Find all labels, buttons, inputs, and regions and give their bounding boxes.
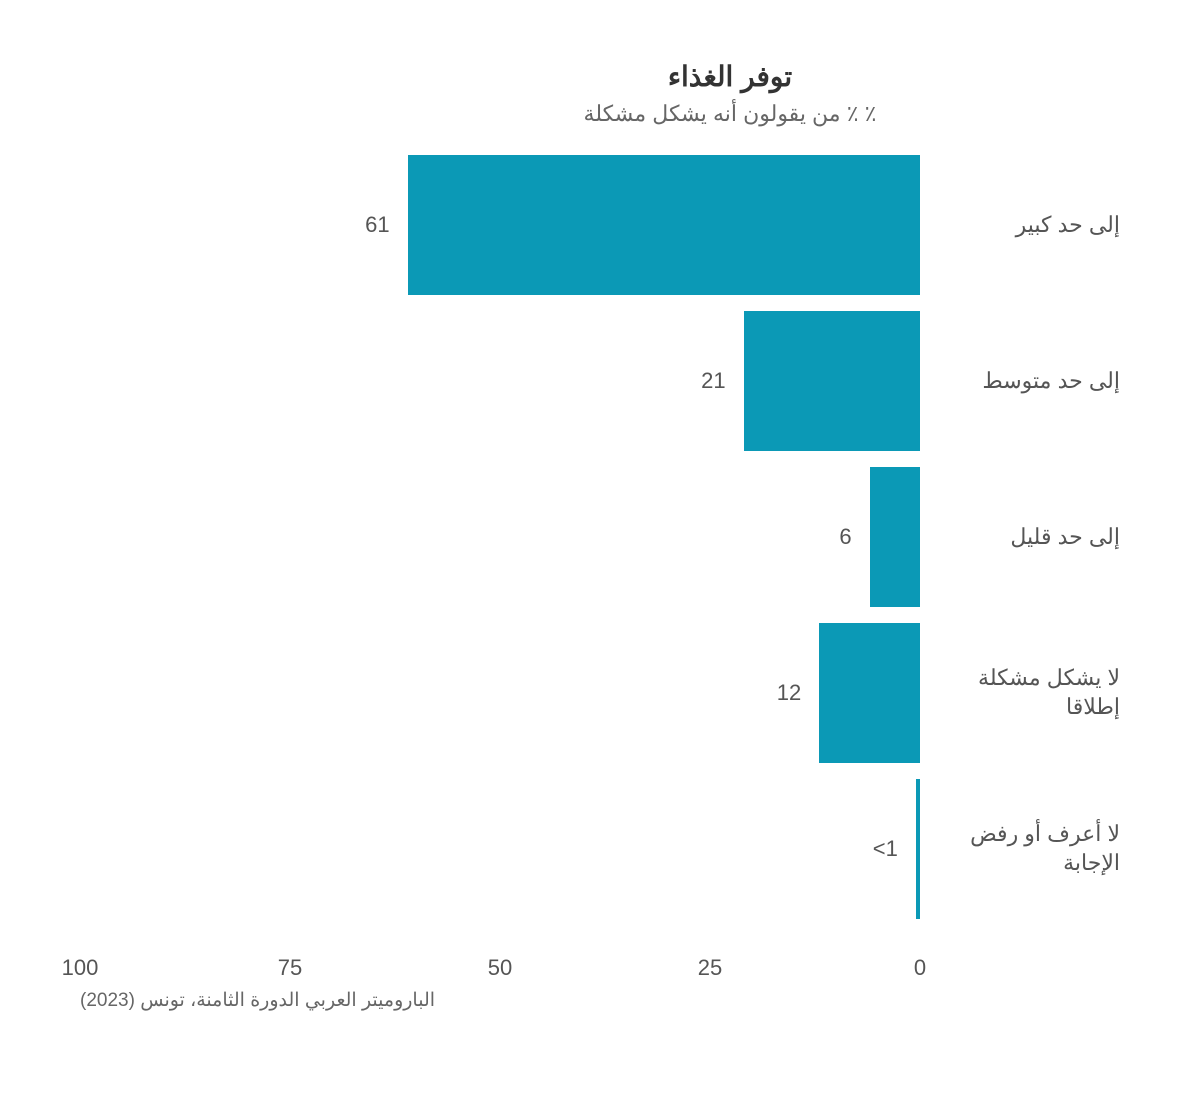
value-label: 12: [777, 680, 801, 706]
category-label: إلى حد متوسط: [920, 367, 1120, 396]
value-label: 21: [701, 368, 725, 394]
bar-track: 6: [80, 467, 920, 607]
x-axis: 0255075100: [80, 955, 1120, 985]
bar: [408, 155, 920, 295]
chart-row: إلى حد متوسط 21: [80, 311, 1120, 451]
category-label: إلى حد قليل: [920, 523, 1120, 552]
plot-area: إلى حد كبير 61 إلى حد متوسط 21 إلى حد قليل 6 ل…: [80, 155, 1120, 995]
chart-subtitle: ٪ ٪ من يقولون أنه يشكل مشكلة: [80, 101, 1120, 127]
x-axis-tick: 25: [698, 955, 722, 981]
bar-track: 61: [80, 155, 920, 295]
x-axis-tick: 0: [914, 955, 926, 981]
bar: [870, 467, 920, 607]
x-axis-tick: 100: [62, 955, 99, 981]
chart-row: لا يشكل مشكلة إطلاقا 12: [80, 623, 1120, 763]
x-axis-tick: 75: [278, 955, 302, 981]
bar-track: 12: [80, 623, 920, 763]
chart-source-note: الباروميتر العربي الدورة الثامنة، تونس (…: [80, 989, 435, 1012]
chart-row: لا أعرف أو رفض الإجابة 1>: [80, 779, 1120, 919]
category-label: لا أعرف أو رفض الإجابة: [920, 820, 1120, 877]
category-label: إلى حد كبير: [920, 211, 1120, 240]
chart-title: توفر الغذاء: [80, 60, 1120, 93]
bar: [744, 311, 920, 451]
value-label: 6: [839, 524, 851, 550]
bar-track: 1>: [80, 779, 920, 919]
chart-row: إلى حد قليل 6: [80, 467, 1120, 607]
category-label: لا يشكل مشكلة إطلاقا: [920, 664, 1120, 721]
bar: [819, 623, 920, 763]
x-axis-tick: 50: [488, 955, 512, 981]
chart-row: إلى حد كبير 61: [80, 155, 1120, 295]
bar-track: 21: [80, 311, 920, 451]
chart-container: توفر الغذاء ٪ ٪ من يقولون أنه يشكل مشكلة…: [0, 0, 1200, 1108]
bar: [916, 779, 920, 919]
value-label: 1>: [873, 836, 898, 862]
value-label: 61: [365, 212, 389, 238]
